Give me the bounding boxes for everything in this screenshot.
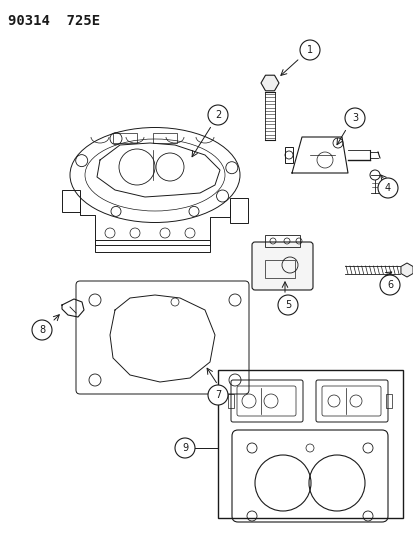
Circle shape xyxy=(207,105,228,125)
Circle shape xyxy=(175,438,195,458)
Text: 6: 6 xyxy=(386,280,392,290)
Bar xyxy=(113,133,137,143)
Text: 8: 8 xyxy=(39,325,45,335)
Circle shape xyxy=(32,320,52,340)
Circle shape xyxy=(377,178,397,198)
Bar xyxy=(264,235,299,247)
Text: 4: 4 xyxy=(384,183,390,193)
Circle shape xyxy=(277,295,297,315)
Bar xyxy=(264,260,294,278)
Bar xyxy=(385,394,391,408)
Circle shape xyxy=(379,275,399,295)
Bar xyxy=(153,133,177,143)
Text: 5: 5 xyxy=(284,300,290,310)
Bar xyxy=(62,190,80,212)
Circle shape xyxy=(207,385,228,405)
Bar xyxy=(230,198,247,223)
Circle shape xyxy=(299,40,319,60)
Text: 1: 1 xyxy=(306,45,312,55)
Bar xyxy=(218,370,402,518)
Bar xyxy=(284,147,292,163)
FancyBboxPatch shape xyxy=(252,242,312,290)
Text: 9: 9 xyxy=(181,443,188,453)
Circle shape xyxy=(344,108,364,128)
Bar xyxy=(95,240,209,252)
Text: 7: 7 xyxy=(214,390,221,400)
Bar xyxy=(228,394,233,408)
Text: 3: 3 xyxy=(351,113,357,123)
Text: 90314  725E: 90314 725E xyxy=(8,14,100,28)
Text: 2: 2 xyxy=(214,110,221,120)
